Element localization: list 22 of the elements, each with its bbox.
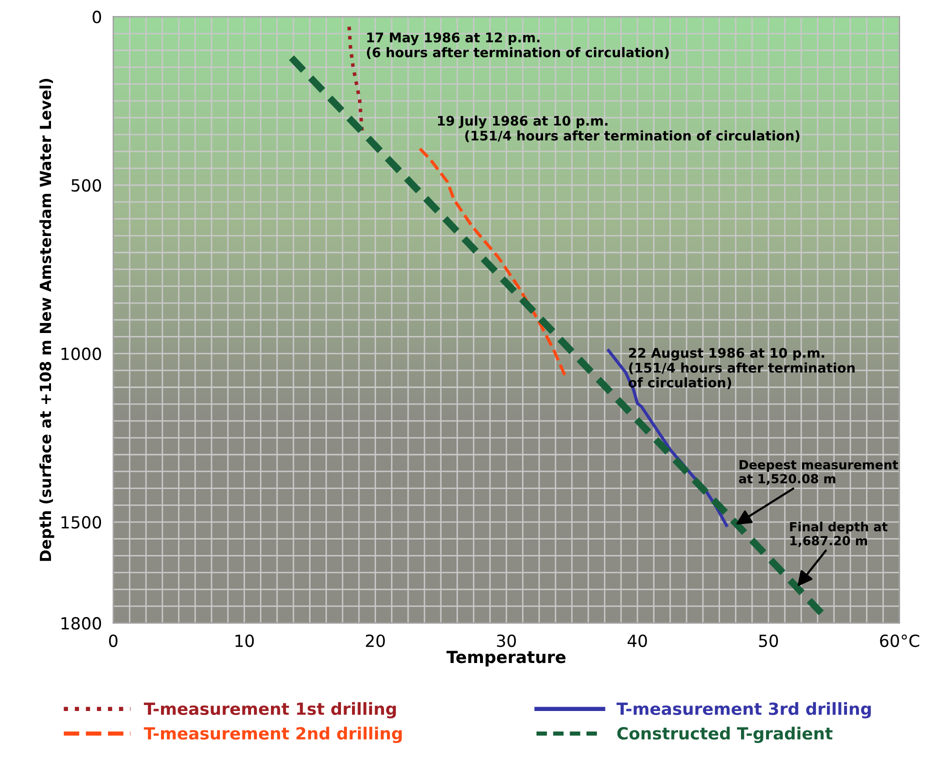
y-tick-label: 1500 bbox=[62, 516, 102, 529]
y-tick-label: 500 bbox=[72, 179, 102, 192]
legend-label: T-measurement 1st drilling bbox=[144, 702, 396, 718]
x-axis-title: Temperature bbox=[446, 650, 566, 666]
x-tick-label: 0 bbox=[109, 634, 118, 648]
x-tick-label: 50 bbox=[759, 634, 778, 648]
legend-label: Constructed T-gradient bbox=[617, 726, 833, 743]
y-tick-label: 1000 bbox=[62, 348, 102, 360]
annotation: 17 May 1986 at 12 p.m. (6 hours after termination of circulation) bbox=[366, 32, 669, 59]
annotation: Deepest measurement at 1,520.08 m bbox=[739, 460, 898, 485]
x-tick-label: 10 bbox=[236, 634, 254, 648]
x-tick-label: 40 bbox=[628, 634, 647, 648]
x-tick-label: 30 bbox=[497, 634, 516, 648]
annotation: 19 July 1986 at 10 p.m. (151/4 hours after termination of circulation) bbox=[438, 116, 800, 142]
x-tick-label: 60°C bbox=[880, 634, 920, 648]
y-tick-label: 0 bbox=[92, 10, 102, 24]
legend-label: T-measurement 3rd drilling bbox=[616, 702, 871, 718]
annotation: Final depth at 1,687.20 m bbox=[790, 522, 888, 547]
y-tick-label: 1800 bbox=[62, 617, 102, 630]
legend-label: T-measurement 2nd drilling bbox=[144, 726, 402, 743]
x-tick-label: 20 bbox=[366, 634, 385, 648]
y-axis-title: Depth (surface at +108 m New Amsterdam Water Level) bbox=[39, 78, 54, 561]
